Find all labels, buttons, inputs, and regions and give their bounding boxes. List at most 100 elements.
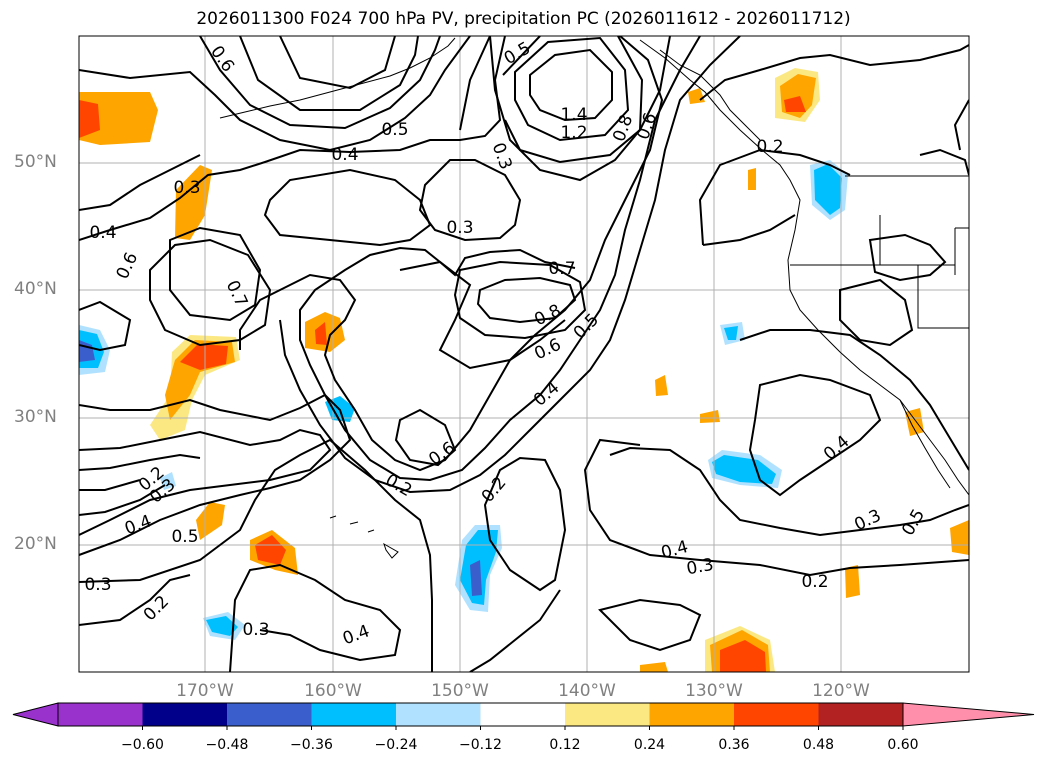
pv-contour	[469, 589, 561, 672]
pv-contour	[79, 574, 191, 626]
lon-label-160w: 160°W	[304, 681, 362, 701]
colorbar-segment	[480, 703, 565, 726]
contour-label: 0.2	[756, 137, 783, 157]
coastlines	[219, 37, 969, 559]
contour-label: 0.3	[173, 178, 200, 198]
colorbar-tick-label: 0.60	[887, 737, 919, 753]
contour-label: 1.4	[560, 105, 587, 125]
graticule	[79, 36, 969, 672]
contour-label: 0.4	[122, 511, 154, 539]
precip-blob	[905, 408, 924, 436]
lat-label-50n: 50°N	[14, 152, 57, 172]
pv-contour	[919, 148, 969, 176]
pv-contour	[239, 36, 419, 111]
precip-blob	[748, 168, 756, 190]
pv-contour	[229, 563, 402, 672]
precip-blob	[640, 662, 668, 672]
contour-label: 0.3	[446, 218, 473, 238]
lat-label-40n: 40°N	[14, 279, 57, 299]
pv-contour	[489, 36, 671, 182]
precip-blob	[196, 502, 225, 540]
contour-label: 0.4	[89, 223, 116, 243]
contour-label: 1.2	[560, 123, 587, 143]
contour-label: 0.4	[530, 378, 564, 411]
precip-blob	[655, 375, 668, 396]
pv-contour	[79, 453, 201, 471]
colorbar-extend-left	[12, 702, 59, 727]
lon-label-140w: 140°W	[558, 681, 616, 701]
pv-contour	[583, 438, 969, 577]
precip-blob	[950, 520, 969, 555]
colorbar-segment	[565, 703, 650, 726]
contour-label: 0.2	[140, 592, 173, 625]
precip-blob	[784, 96, 806, 112]
map-title: 2026011300 F024 700 hPa PV, precipitatio…	[196, 9, 851, 29]
colorbar-tick-label: −0.12	[459, 737, 502, 753]
contour-label: 0.2	[478, 473, 511, 507]
contour-label: 0.8	[531, 301, 564, 331]
contour-label: 0.4	[340, 621, 372, 649]
contour-label: 0.6	[531, 335, 564, 365]
precip-blob	[700, 410, 720, 423]
colorbar-segment	[142, 703, 227, 726]
colorbar-segment	[818, 703, 903, 726]
colorbar-tick-label: 0.12	[549, 737, 581, 753]
contour-label: 0.3	[84, 575, 111, 595]
colorbar-tick-label: 0.24	[633, 737, 666, 753]
state-border	[954, 227, 969, 275]
pv-contour	[739, 329, 969, 471]
pv-contours	[79, 36, 969, 672]
pv-contour	[598, 598, 702, 652]
colorbar-tick-label: 0.36	[718, 737, 750, 753]
plot-frame	[78, 35, 970, 673]
pv-contour	[698, 148, 851, 246]
pv-contour	[868, 233, 947, 282]
pv-contour	[609, 446, 969, 537]
precip-blob	[79, 100, 100, 138]
pv-contour	[702, 214, 796, 246]
colorbar-segment	[649, 703, 734, 726]
pv-contour	[483, 456, 567, 592]
baja-coast	[899, 399, 951, 489]
aleutian-chain	[219, 37, 456, 119]
pv-contour	[79, 479, 141, 491]
precip-blob	[180, 344, 228, 370]
pv-contour	[79, 300, 132, 352]
lon-label-130w: 130°W	[685, 681, 743, 701]
lon-label-170w: 170°W	[176, 681, 234, 701]
lon-label-120w: 120°W	[812, 681, 870, 701]
pv-contour	[279, 36, 396, 90]
contour-label: 0.2	[801, 572, 828, 592]
contour-label: 0.6	[113, 249, 143, 282]
colorbar-segment	[734, 703, 819, 726]
precip-blob	[720, 640, 766, 672]
contour-label: 0.7	[222, 277, 252, 310]
se-alaska-coast	[659, 49, 761, 141]
contour-label: 0.5	[898, 506, 929, 539]
precip-blob	[79, 92, 158, 145]
pv-contour	[79, 154, 201, 211]
pv-contour	[79, 484, 166, 516]
pv-contour	[169, 226, 262, 322]
precip-blob	[712, 455, 776, 484]
precip-blob	[315, 322, 327, 345]
colorbar-tick-label: −0.48	[205, 737, 249, 753]
pv-contour	[149, 238, 272, 347]
precip-blob	[724, 326, 738, 340]
precip-blob	[845, 565, 860, 598]
pv-contour	[79, 36, 471, 152]
lat-label-20n: 20°N	[14, 534, 57, 554]
contour-label: 0.5	[570, 310, 603, 343]
contour-label: 0.3	[242, 620, 269, 640]
hawaii	[329, 515, 399, 559]
colorbar	[12, 702, 1035, 730]
pv-contour	[394, 408, 457, 467]
colorbar-segment	[311, 703, 396, 726]
pv-contour	[239, 36, 664, 472]
pv-contour	[839, 278, 914, 347]
colorbar-tick-label: −0.60	[121, 737, 164, 753]
pv-contour	[299, 36, 701, 482]
contour-label: 0.3	[685, 555, 715, 579]
pv-contour	[399, 260, 566, 370]
